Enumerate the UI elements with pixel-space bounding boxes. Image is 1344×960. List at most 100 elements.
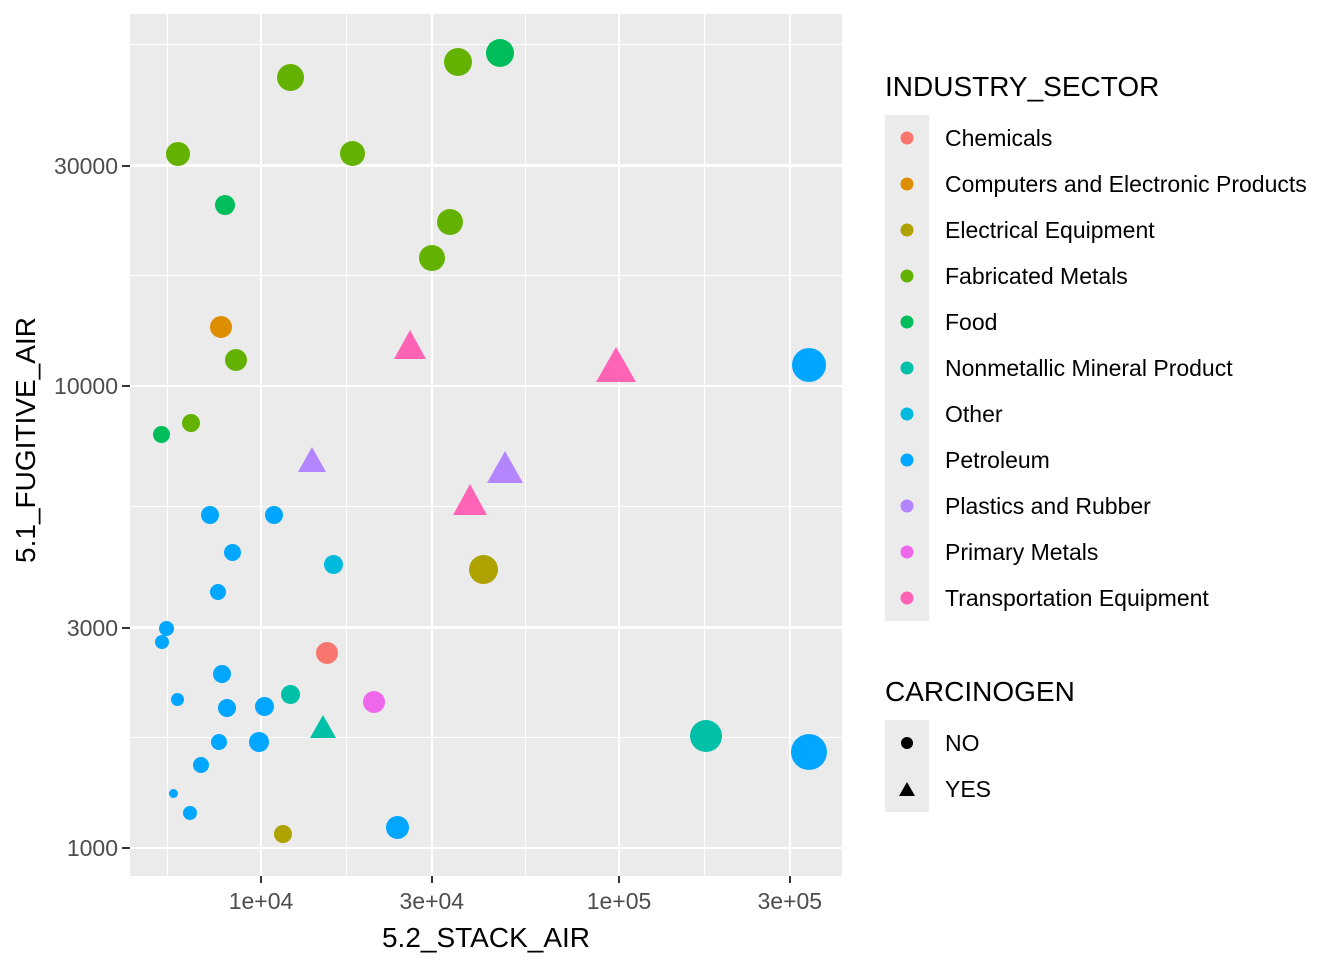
data-point-circle xyxy=(154,635,169,650)
x-tick-label: 3e+05 xyxy=(757,888,823,914)
data-point-circle xyxy=(183,806,198,821)
major-gridline-x xyxy=(430,14,433,876)
data-point-triangle xyxy=(297,446,326,472)
y-axis-title: 5.1_FUGITIVE_AIR xyxy=(10,317,41,563)
legend-key-box xyxy=(885,253,929,299)
data-point-circle xyxy=(690,719,722,752)
major-gridline-x xyxy=(788,14,791,876)
minor-gridline-x xyxy=(345,14,347,876)
minor-gridline-y xyxy=(130,737,842,739)
legend-item-label: NO xyxy=(945,729,980,756)
legend-key-box xyxy=(885,207,929,253)
data-point-circle xyxy=(791,734,828,771)
major-gridline-x xyxy=(259,14,263,876)
data-point-circle xyxy=(468,555,498,585)
data-point-circle xyxy=(159,620,175,636)
data-point-circle xyxy=(436,208,463,235)
legend-point-icon xyxy=(900,223,914,237)
triangle-shape-icon xyxy=(899,782,915,796)
y-tick-mark xyxy=(122,847,130,849)
major-gridline-y xyxy=(130,846,842,850)
data-point-circle xyxy=(224,543,242,561)
y-tick-mark xyxy=(122,626,130,629)
data-point-circle xyxy=(182,414,201,433)
legend-key-box xyxy=(885,115,929,161)
legend-point-icon xyxy=(900,177,914,191)
legend-item-label: Other xyxy=(945,400,1003,427)
data-point-circle xyxy=(265,505,284,524)
legend-item-other: Other xyxy=(885,391,1307,437)
data-point-circle xyxy=(277,63,305,91)
data-point-circle xyxy=(485,38,514,67)
legend-key-box xyxy=(885,161,929,207)
legend-item-plastics-and-rubber: Plastics and Rubber xyxy=(885,483,1307,529)
x-tick-label: 1e+05 xyxy=(586,888,652,914)
minor-gridline-x xyxy=(166,14,168,876)
legend-item-label: Nonmetallic Mineral Product xyxy=(945,354,1233,381)
data-point-circle xyxy=(792,348,827,383)
x-tick-mark xyxy=(430,876,433,883)
data-point-circle xyxy=(339,141,365,167)
major-gridline-x xyxy=(617,14,621,876)
carcinogen-legend-title: CARCINOGEN xyxy=(885,676,1075,707)
legend-item-label: Primary Metals xyxy=(945,538,1099,565)
data-point-circle xyxy=(273,825,292,844)
legend-item-food: Food xyxy=(885,299,1307,345)
legend-key-box xyxy=(885,299,929,345)
data-point-circle xyxy=(281,684,301,704)
legend-item-label: Plastics and Rubber xyxy=(945,492,1151,519)
plot-panel xyxy=(130,14,842,876)
legend-key-box xyxy=(885,720,929,766)
data-point-circle xyxy=(224,348,247,371)
x-tick-mark xyxy=(260,876,262,883)
legend-point-icon xyxy=(900,591,914,605)
legend-item-label: Chemicals xyxy=(945,124,1053,151)
legend-point-icon xyxy=(900,131,914,145)
legend-item-electrical-equipment: Electrical Equipment xyxy=(885,207,1307,253)
legend-item-carcinogen-no: NO xyxy=(885,720,1075,766)
minor-gridline-x xyxy=(524,14,526,876)
legend-item-carcinogen-yes: YES xyxy=(885,766,1075,812)
x-tick-label: 3e+04 xyxy=(399,888,465,914)
legend-key-box xyxy=(885,529,929,575)
legend-item-computers-and-electronic-products: Computers and Electronic Products xyxy=(885,161,1307,207)
data-point-circle xyxy=(418,245,445,272)
data-point-triangle xyxy=(393,329,426,359)
data-point-circle xyxy=(170,692,184,706)
legend-item-primary-metals: Primary Metals xyxy=(885,529,1307,575)
data-point-circle xyxy=(323,555,343,575)
legend-item-petroleum: Petroleum xyxy=(885,437,1307,483)
industry-sector-legend-title: INDUSTRY_SECTOR xyxy=(885,71,1160,102)
data-point-circle xyxy=(218,698,237,717)
legend-point-icon xyxy=(900,407,914,421)
minor-gridline-x xyxy=(703,14,705,876)
legend-item-transportation-equipment: Transportation Equipment xyxy=(885,575,1307,621)
legend-item-chemicals: Chemicals xyxy=(885,115,1307,161)
legend-key-box xyxy=(885,391,929,437)
data-point-triangle xyxy=(452,484,487,516)
legend-point-icon xyxy=(900,453,914,467)
data-point-circle xyxy=(316,642,339,665)
y-tick-label: 10000 xyxy=(54,373,118,399)
legend-item-label: Fabricated Metals xyxy=(945,262,1128,289)
data-point-triangle xyxy=(310,715,336,739)
data-point-circle xyxy=(209,316,232,339)
y-tick-label: 3000 xyxy=(66,614,118,641)
legend-key-box xyxy=(885,483,929,529)
data-point-circle xyxy=(200,505,219,524)
minor-gridline-y xyxy=(130,275,842,277)
data-point-circle xyxy=(254,697,274,717)
data-point-circle xyxy=(443,47,472,76)
x-axis-title: 5.2_STACK_AIR xyxy=(381,922,591,953)
legend-item-label: Petroleum xyxy=(945,446,1050,473)
legend-point-icon xyxy=(900,545,914,559)
legend-item-label: Computers and Electronic Products xyxy=(945,170,1307,197)
data-point-circle xyxy=(363,691,386,714)
legend-key-box xyxy=(885,766,929,812)
y-tick-mark xyxy=(122,385,130,387)
legend-item-fabricated-metals: Fabricated Metals xyxy=(885,253,1307,299)
data-point-circle xyxy=(165,141,190,166)
data-point-circle xyxy=(193,757,210,774)
x-tick-mark xyxy=(618,876,620,883)
